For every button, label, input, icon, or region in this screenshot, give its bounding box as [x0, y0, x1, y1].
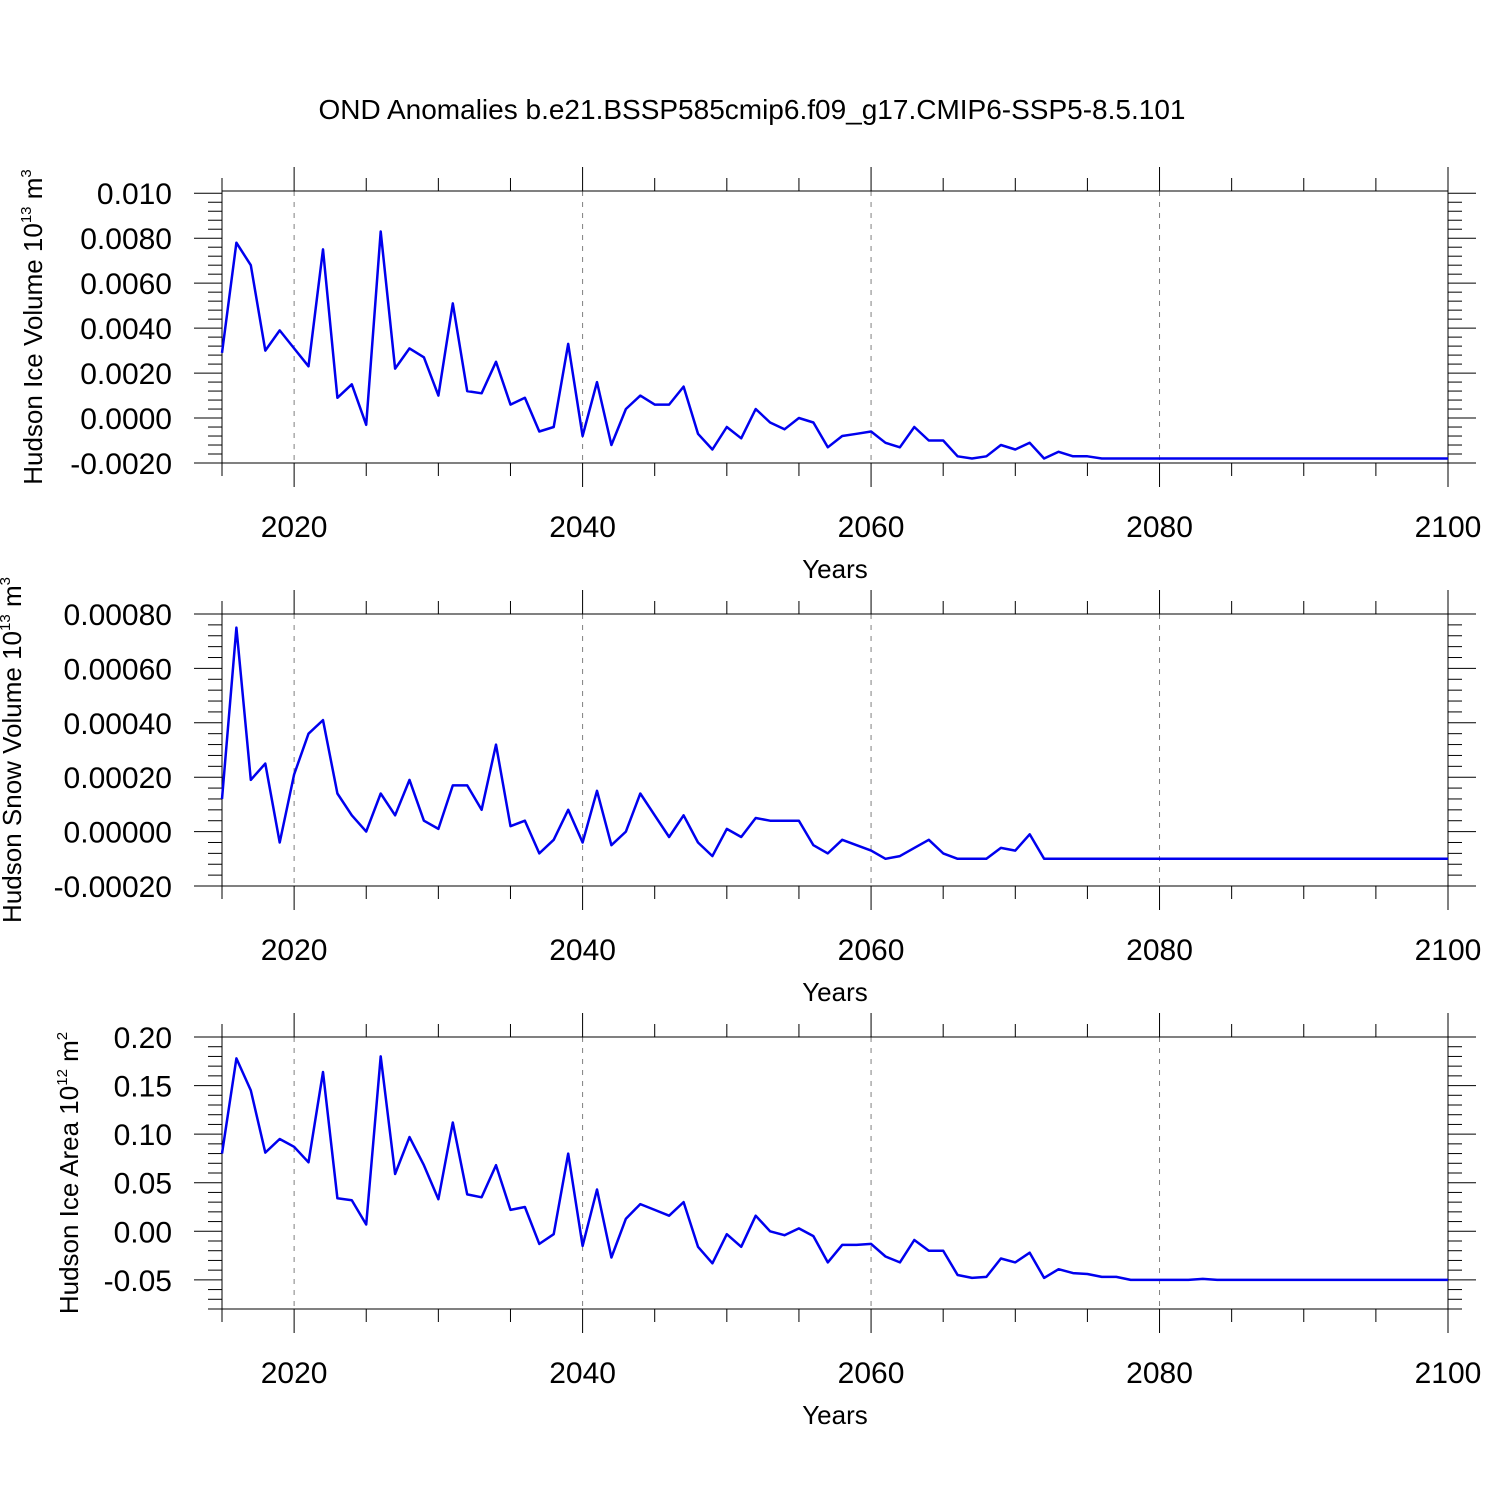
y-tick-label: 0.0040 — [80, 313, 172, 346]
y-tick-label: 0.00000 — [64, 817, 172, 850]
x-tick-label: 2060 — [838, 934, 905, 967]
y-tick-label: 0.0080 — [80, 223, 172, 256]
y-tick-label: 0.010 — [97, 178, 172, 211]
y-axis-label: Hudson Ice Volume 1013 m3 — [18, 169, 48, 485]
x-tick-label: 2040 — [549, 934, 616, 967]
y-tick-label: 0.0000 — [80, 403, 172, 436]
x-axis-label: Years — [802, 1400, 868, 1430]
y-tick-label: 0.00060 — [64, 653, 172, 686]
series-line-ice-area — [220, 1055, 1448, 1282]
x-tick-label: 2060 — [838, 511, 905, 544]
y-axis-label-unit: m — [54, 1040, 84, 1069]
y-tick-label: 0.15 — [114, 1071, 172, 1104]
x-tick-label: 2100 — [1415, 934, 1482, 967]
y-axis-label-exponent: 13 — [18, 206, 35, 223]
x-tick-label: 2040 — [549, 511, 616, 544]
plot-frame — [221, 1036, 1449, 1310]
y-axis-label-name: Hudson Ice Volume — [18, 259, 48, 484]
x-tick-label: 2080 — [1126, 511, 1193, 544]
x-tick-label: 2060 — [838, 1357, 905, 1390]
x-tick-label: 2020 — [261, 1357, 328, 1390]
y-axis-label-base: 10 — [54, 1086, 84, 1122]
x-tick-label: 2080 — [1126, 1357, 1193, 1390]
y-axis-label-name: Hudson Ice Area — [54, 1121, 84, 1314]
series-line-snow-volume — [220, 626, 1448, 861]
panel-snow-volume: -0.00020 0.00000 0.00020 0.00040 0.00060 0.00… — [0, 577, 1481, 1007]
y-axis-label: Hudson Ice Area 1012 m2 — [54, 1032, 84, 1314]
y-axis-label-unit-power: 3 — [0, 577, 14, 585]
y-tick-label: 0.00 — [114, 1216, 172, 1249]
y-tick-label: 0.00020 — [64, 762, 172, 795]
y-tick-label: 0.0060 — [80, 268, 172, 301]
y-tick-label: 0.00080 — [64, 599, 172, 632]
y-axis-label-name: Hudson Snow Volume — [0, 667, 27, 923]
y-tick-label: 0.00040 — [64, 708, 172, 741]
y-axis-label-unit-power: 3 — [18, 169, 35, 177]
y-tick-label: 0.05 — [114, 1168, 172, 1201]
y-axis-label-exponent: 12 — [54, 1069, 71, 1086]
plot-frame — [221, 190, 1449, 464]
y-tick-label: -0.05 — [104, 1265, 172, 1298]
x-axis-label: Years — [802, 554, 868, 584]
plot-frame — [221, 613, 1449, 887]
series-line-ice-volume — [220, 230, 1448, 460]
x-axis-label: Years — [802, 977, 868, 1007]
panel-ice-volume: -0.0020 0.0000 0.0020 0.0040 0.0060 0.0080 0.0… — [18, 167, 1481, 584]
y-tick-label: -0.00020 — [54, 871, 172, 904]
x-tick-label: 2100 — [1415, 511, 1482, 544]
x-tick-label: 2020 — [261, 511, 328, 544]
y-tick-label: -0.0020 — [70, 448, 172, 481]
y-axis-label-base: 10 — [0, 631, 27, 667]
y-axis-label-exponent: 13 — [0, 614, 14, 631]
x-tick-label: 2100 — [1415, 1357, 1482, 1390]
y-axis-label-unit: m — [18, 178, 48, 207]
y-tick-label: 0.10 — [114, 1119, 172, 1152]
x-tick-label: 2080 — [1126, 934, 1193, 967]
panel-ice-area: -0.05 0.00 0.05 0.10 0.15 0.20 2020 2040 2060 208… — [54, 1013, 1481, 1430]
y-axis-label: Hudson Snow Volume 1013 m3 — [0, 577, 27, 923]
y-axis-label-base: 10 — [18, 223, 48, 259]
y-tick-label: 0.0020 — [80, 358, 172, 391]
y-axis-label-unit-power: 2 — [54, 1032, 71, 1040]
chart-title: OND Anomalies b.e21.BSSP585cmip6.f09_g17… — [319, 94, 1186, 125]
x-tick-label: 2040 — [549, 1357, 616, 1390]
x-tick-label: 2020 — [261, 934, 328, 967]
y-axis-label-unit: m — [0, 585, 27, 614]
y-tick-label: 0.20 — [114, 1022, 172, 1055]
